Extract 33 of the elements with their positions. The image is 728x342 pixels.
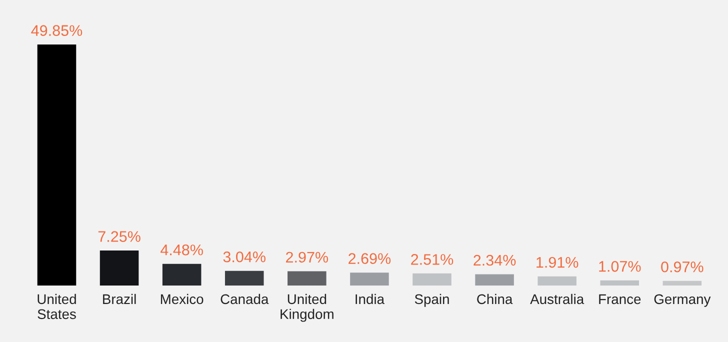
bar bbox=[37, 44, 76, 286]
x-tick-label: Australia bbox=[530, 294, 584, 304]
data-label: 7.25% bbox=[98, 231, 140, 242]
bar bbox=[350, 272, 389, 286]
data-label: 3.04% bbox=[223, 251, 266, 262]
x-tick-label: Germany bbox=[654, 294, 711, 307]
data-label: 0.97% bbox=[661, 261, 704, 272]
bar bbox=[100, 250, 139, 286]
x-tick-label: Brazil bbox=[103, 294, 136, 304]
data-label: 2.34% bbox=[474, 254, 516, 266]
data-label: 4.48% bbox=[160, 244, 203, 256]
x-tick-label: Mexico bbox=[160, 294, 204, 304]
x-tick-label: China bbox=[477, 294, 513, 304]
data-label: 2.97% bbox=[286, 252, 328, 263]
bar bbox=[412, 273, 452, 286]
x-tick-label: United Kingdom bbox=[280, 294, 334, 322]
x-tick-label: Canada bbox=[220, 294, 269, 304]
data-label: 1.91% bbox=[536, 256, 578, 268]
bar bbox=[600, 280, 640, 286]
bar bbox=[224, 270, 264, 286]
x-tick-label: France bbox=[599, 294, 641, 304]
data-label: 2.51% bbox=[411, 254, 454, 265]
bar bbox=[475, 274, 514, 286]
data-label: 49.85% bbox=[31, 25, 82, 36]
x-tick-label: Spain bbox=[414, 294, 449, 307]
bar bbox=[288, 271, 326, 286]
data-label: 1.07% bbox=[599, 261, 641, 272]
x-tick-label: India bbox=[356, 294, 385, 304]
data-label: 2.69% bbox=[348, 253, 391, 264]
bar bbox=[538, 276, 576, 286]
x-tick-label: United States bbox=[38, 294, 76, 320]
bar bbox=[162, 264, 202, 286]
bar bbox=[662, 280, 702, 286]
